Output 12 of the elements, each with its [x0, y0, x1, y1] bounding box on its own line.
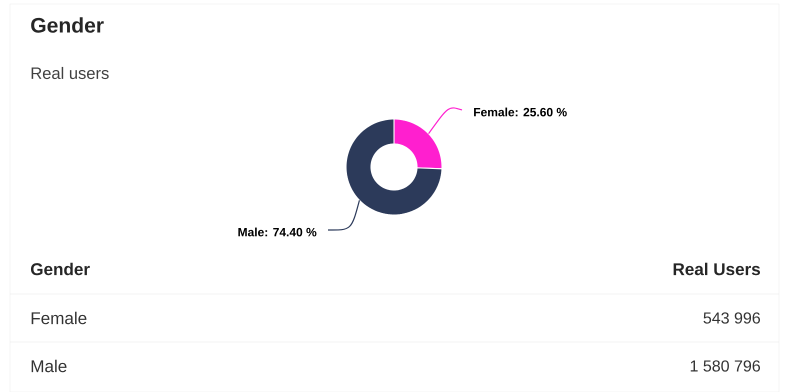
- text: Gender: [31, 17, 104, 33]
- text: Male: [32, 360, 67, 372]
- text: Female: [32, 312, 86, 324]
- slice-label: Male: [238, 227, 264, 236]
- text: Real users: [32, 66, 109, 79]
- slice-label: Female: [474, 107, 514, 116]
- text: Real Users: [674, 262, 760, 276]
- data-label: : 74.40 %: [265, 228, 316, 236]
- text: Gender: [30, 262, 90, 276]
- text: 543 996: [704, 312, 760, 324]
- text: 1 580 796: [690, 360, 760, 372]
- data-label: : 25.60 %: [516, 108, 567, 116]
